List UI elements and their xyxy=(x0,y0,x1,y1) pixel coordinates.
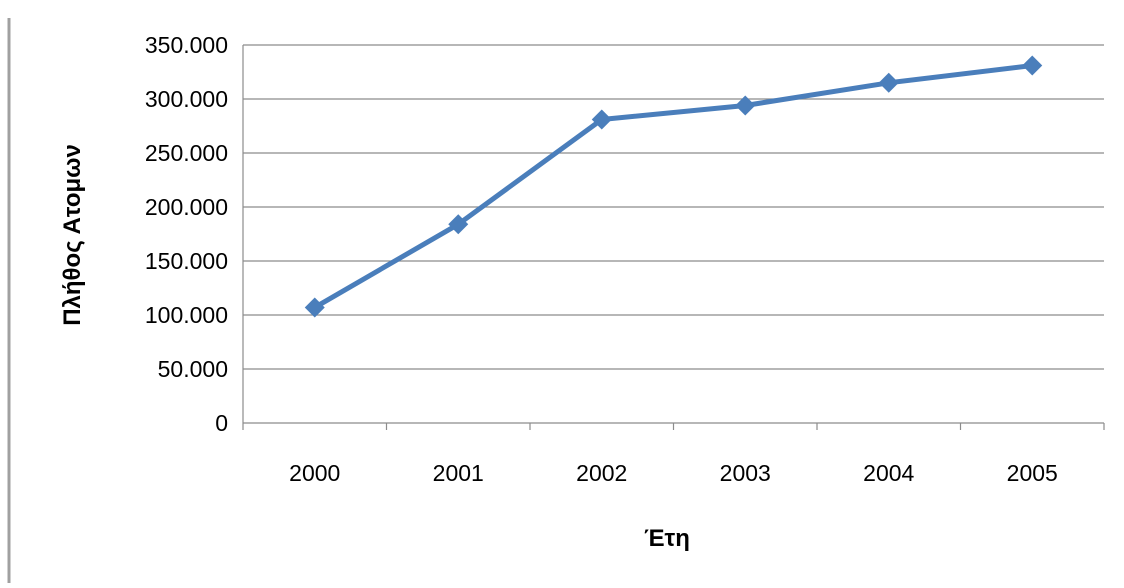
data-point-marker xyxy=(735,95,756,116)
x-tick-label: 2004 xyxy=(863,460,914,486)
data-point-marker xyxy=(448,214,469,235)
y-tick-label: 350.000 xyxy=(145,32,228,58)
y-tick-label: 50.000 xyxy=(158,356,228,382)
y-axis-title: Πλήθος Ατομων xyxy=(59,144,86,326)
x-tick-label: 2005 xyxy=(1007,460,1058,486)
x-tick-label: 2001 xyxy=(433,460,484,486)
x-tick-label: 2000 xyxy=(289,460,340,486)
y-tick-labels: 0 50.000 100.000 150.000 200.000 250.000 300.0… xyxy=(145,32,228,436)
y-tick-label: 0 xyxy=(215,410,228,436)
y-tick-label: 200.000 xyxy=(145,194,228,220)
y-tick-label: 250.000 xyxy=(145,140,228,166)
data-point-marker xyxy=(304,297,325,318)
data-point-marker xyxy=(878,72,899,93)
gridlines xyxy=(242,44,1105,430)
y-tick-label: 100.000 xyxy=(145,302,228,328)
y-tick-label: 300.000 xyxy=(145,86,228,112)
y-tick-label: 150.000 xyxy=(145,248,228,274)
x-axis-title: Έτη xyxy=(644,525,690,552)
x-tick-label: 2003 xyxy=(720,460,771,486)
x-tick-label: 2002 xyxy=(576,460,627,486)
series-group xyxy=(304,55,1043,318)
data-point-marker xyxy=(591,109,612,130)
series-line xyxy=(312,63,1035,310)
data-point-marker xyxy=(1022,55,1043,76)
x-tick-labels: 2000 2001 2002 2003 2004 2005 xyxy=(289,460,1058,486)
